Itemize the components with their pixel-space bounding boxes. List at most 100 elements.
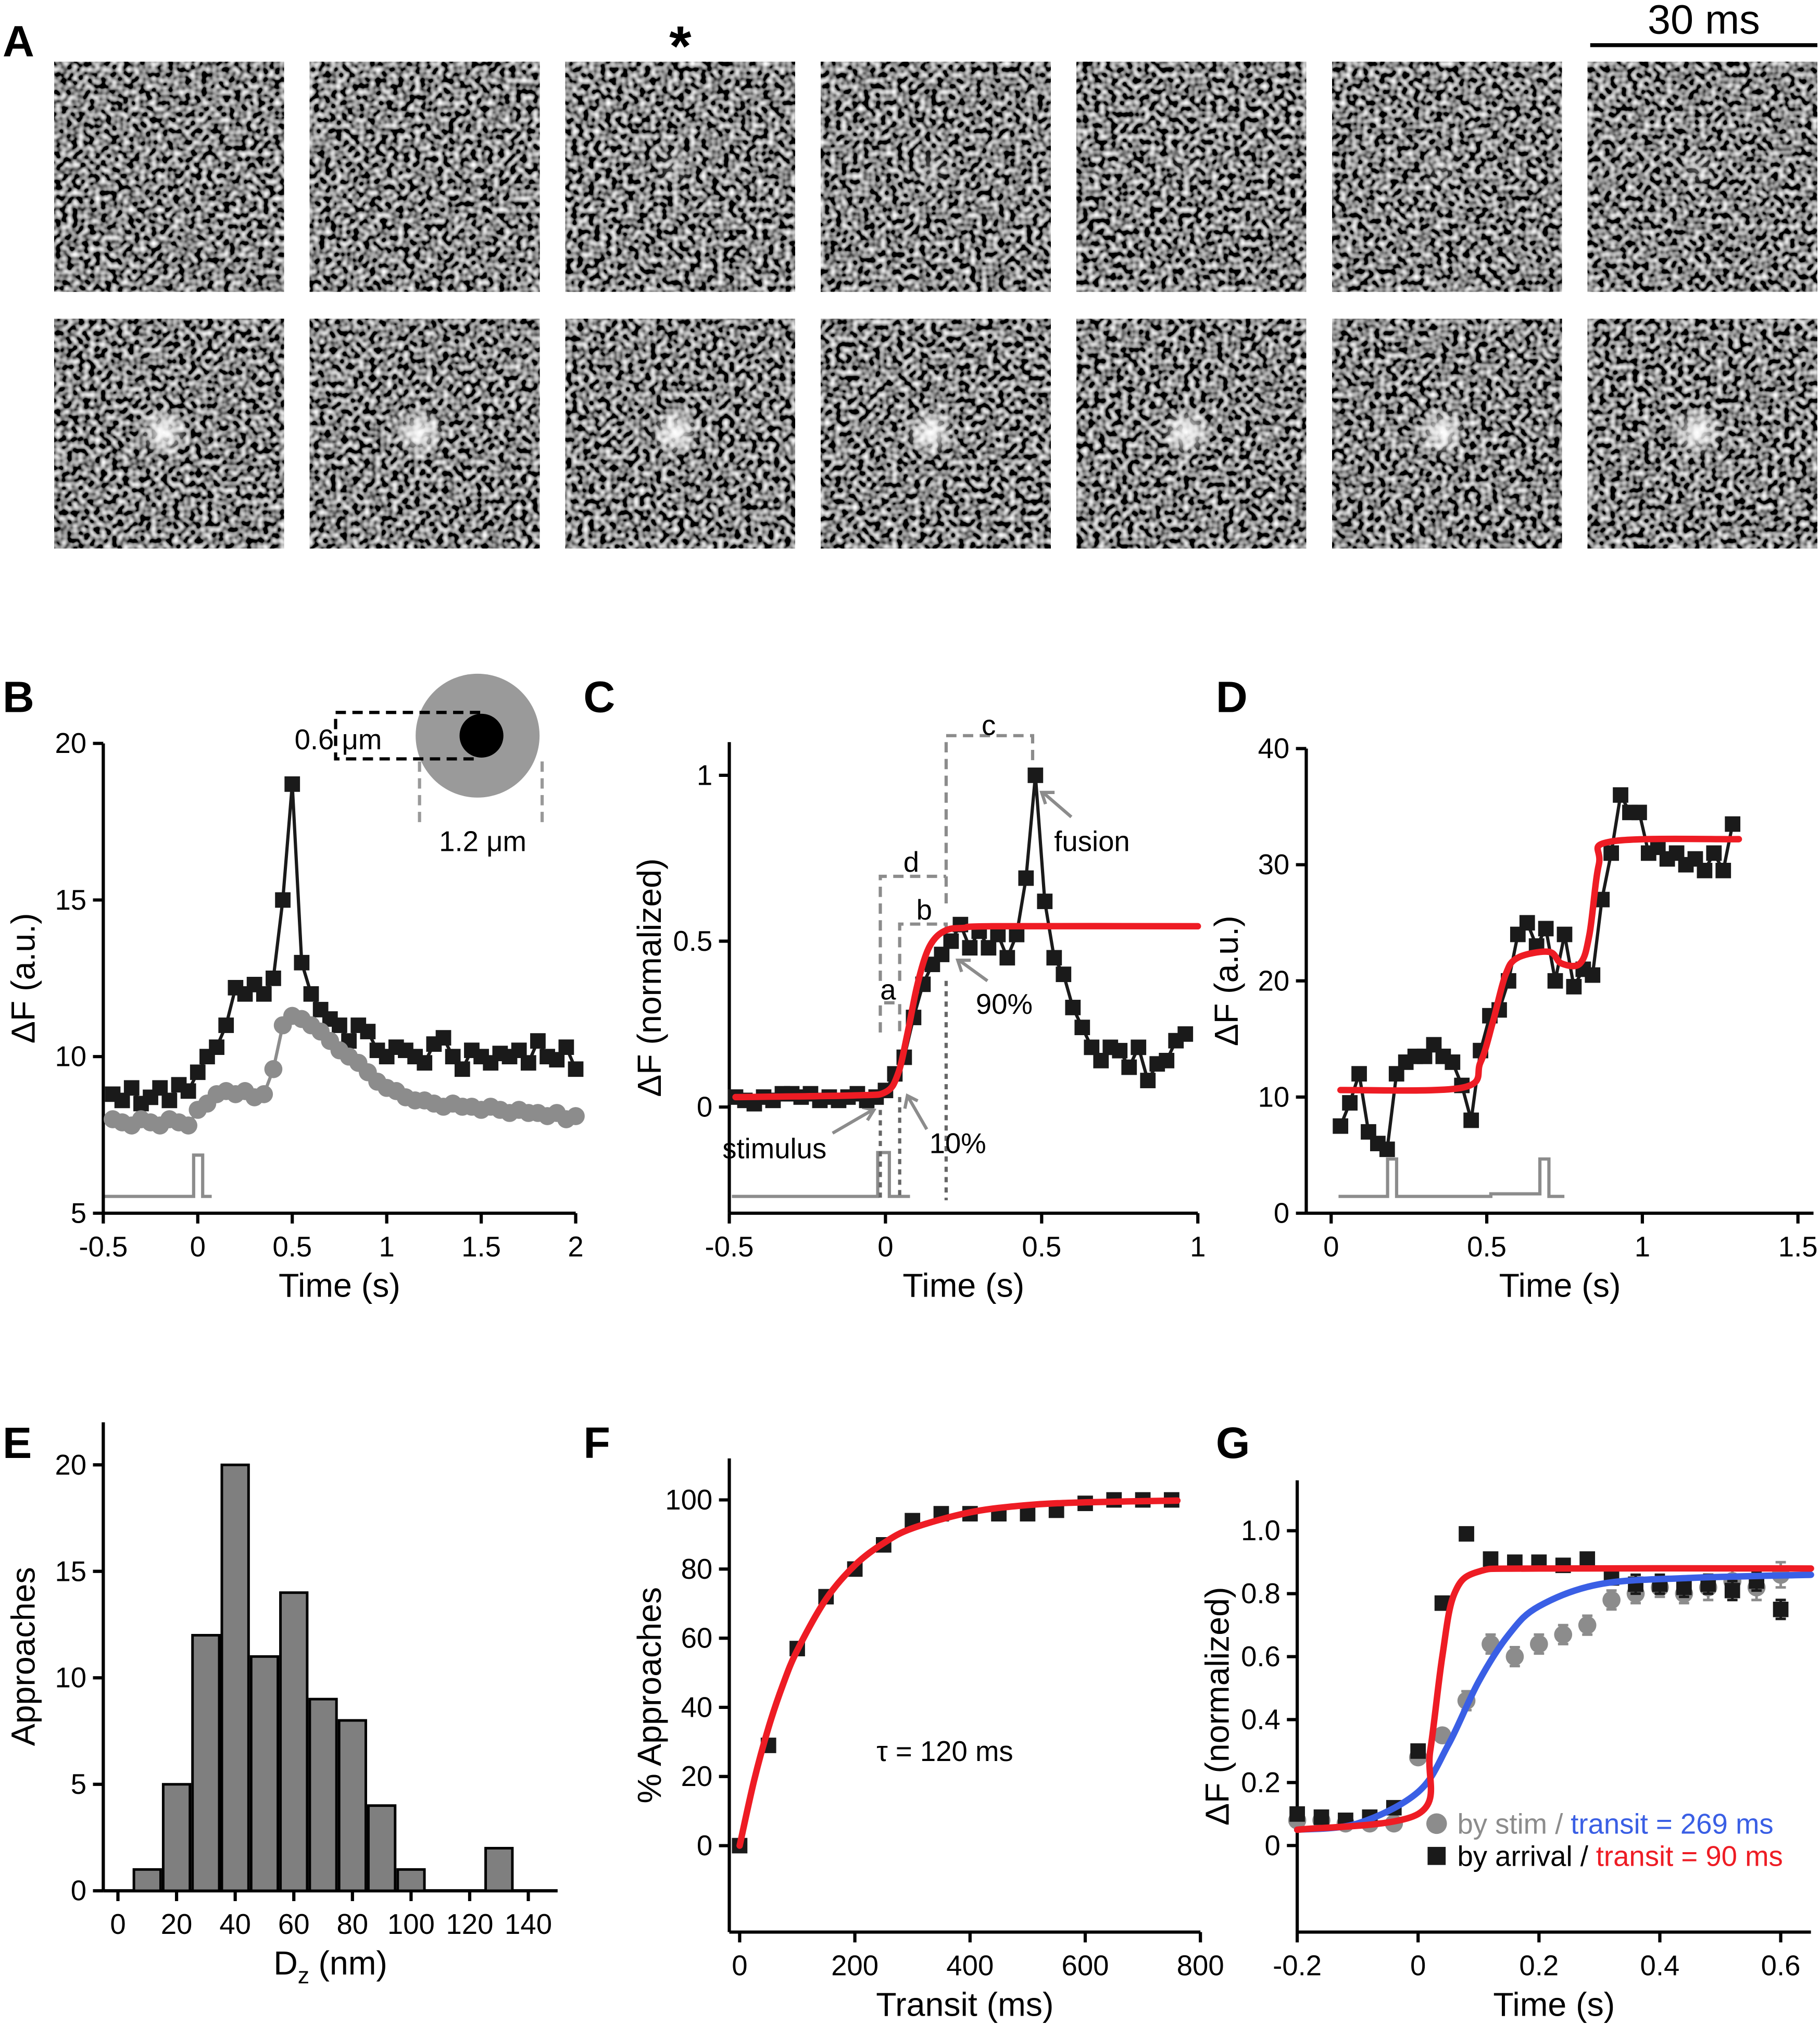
x-tick-label: 0.2 [1519, 1949, 1559, 1981]
micrograph-noise [309, 61, 540, 292]
point [1724, 1582, 1740, 1599]
vesicle-spot [1160, 406, 1212, 458]
x-tick-label: 0.5 [1467, 1231, 1507, 1263]
y-tick-label: 10 [1258, 1081, 1290, 1113]
vesicle-spot [138, 406, 190, 458]
x-tick-label: -0.5 [79, 1231, 128, 1263]
x-tick-label: 0 [190, 1231, 206, 1263]
x-tick-label: 0.5 [1022, 1231, 1061, 1263]
x-tick-label: 1 [379, 1231, 394, 1263]
y-tick-label: 0 [1265, 1830, 1281, 1862]
point [1410, 1743, 1426, 1759]
histogram-bar [249, 1655, 280, 1892]
point [1379, 1141, 1395, 1158]
annotation-arrows [832, 790, 1073, 1135]
point [1566, 979, 1582, 995]
point [1112, 1042, 1128, 1059]
point [1676, 1579, 1692, 1595]
legend-entry: by stim / transit = 269 ms [1457, 1808, 1773, 1840]
point [1333, 1118, 1349, 1134]
point [999, 950, 1015, 966]
point [360, 1024, 376, 1039]
interval-markers [878, 980, 948, 1201]
point [981, 940, 997, 956]
y-tick-label: 80 [681, 1553, 713, 1585]
y-axis-label: Approaches [5, 1567, 42, 1746]
micrograph-noise [54, 61, 284, 292]
chart: 0 0.2 0.4 0.6 0.8 1.0 -0.2 0 0.2 0.4 0.6 G Time (s) Δ… [1198, 1418, 1814, 2023]
y-tick-label: 15 [55, 1555, 86, 1587]
x-tick-label: 80 [336, 1908, 368, 1940]
y-tick-label: 0 [697, 1830, 712, 1862]
point [1547, 973, 1563, 989]
point [1131, 1039, 1147, 1055]
vesicle-spot [1416, 406, 1468, 458]
fit-curve [1294, 1571, 1814, 1833]
panel-label: A [3, 17, 34, 66]
x-axis-label: Time (s) [279, 1267, 400, 1304]
vesicle-spot [1671, 406, 1724, 458]
x-tick-label: 1.5 [461, 1231, 501, 1263]
point [1579, 1551, 1596, 1567]
annotation: τ = 120 ms [876, 1735, 1013, 1767]
y-axis-label: ΔF (a.u.) [5, 913, 42, 1043]
vesicle-spot [1421, 147, 1463, 188]
scale-bar-label: 30 ms [1648, 0, 1760, 43]
y-axis-label: ΔF (normalized) [631, 858, 668, 1097]
annotation: d [903, 846, 919, 878]
annotation: 90% [976, 988, 1033, 1020]
point [1056, 966, 1072, 983]
fit-curve [736, 1497, 1181, 1849]
y-tick-label: 0 [697, 1091, 712, 1123]
point [558, 1039, 574, 1055]
x-axis-label-main: Time (s) [1493, 1985, 1615, 2023]
vesicle-spot [1165, 147, 1207, 188]
x-axis-label: Time (s) [902, 1267, 1024, 1304]
point [180, 1083, 196, 1099]
point [1773, 1602, 1789, 1617]
y-tick-label: 0.5 [673, 925, 712, 957]
point [1351, 1066, 1367, 1082]
panel-label: B [3, 672, 34, 721]
point [1140, 1073, 1156, 1088]
point [266, 970, 281, 986]
x-tick-label: 40 [219, 1908, 251, 1940]
x-tick-label: -0.2 [1273, 1949, 1322, 1981]
y-tick-label: 60 [681, 1622, 713, 1654]
point [1631, 804, 1647, 821]
vesicle-spot [905, 406, 957, 458]
micrographs [54, 61, 1817, 549]
stimulus-trace [732, 1151, 910, 1198]
x-tick-label: 20 [161, 1908, 193, 1940]
x-tick-label: 600 [1062, 1949, 1109, 1981]
x-axis-label-main: Transit (ms) [876, 1985, 1053, 2023]
x-tick-label: 0.4 [1640, 1949, 1680, 1981]
point [284, 776, 300, 792]
y-tick-label: 0.8 [1241, 1578, 1281, 1609]
point [1603, 845, 1619, 861]
point [1529, 1635, 1548, 1653]
y-tick-label: 10 [55, 1041, 86, 1073]
x-axis-label: Time (s) [1493, 1985, 1615, 2023]
point [1697, 862, 1713, 878]
y-axis-label: % Approaches [631, 1587, 668, 1804]
x-tick-label: 0 [1323, 1231, 1339, 1263]
annotation: 10% [930, 1128, 986, 1160]
x-tick-label: 400 [946, 1949, 994, 1981]
point [1074, 1020, 1090, 1036]
x-tick-label: 1 [1635, 1231, 1650, 1263]
fit-curve [1337, 835, 1742, 1094]
x-axis-label-unit: (nm) [318, 1944, 387, 1982]
point [1725, 816, 1741, 832]
point [1578, 1616, 1597, 1634]
x-axis-label-main: Time (s) [279, 1267, 400, 1304]
y-tick-label: 1 [697, 759, 712, 791]
point [1459, 1526, 1474, 1542]
y-axis-label: ΔF (a.u.) [1208, 915, 1245, 1046]
histogram-bar [337, 1719, 367, 1892]
point [1027, 768, 1044, 783]
point [190, 1064, 206, 1080]
x-tick-label: 0 [1410, 1949, 1426, 1981]
legend-marker [1427, 1846, 1446, 1865]
x-axis-label-main: D [273, 1944, 298, 1982]
